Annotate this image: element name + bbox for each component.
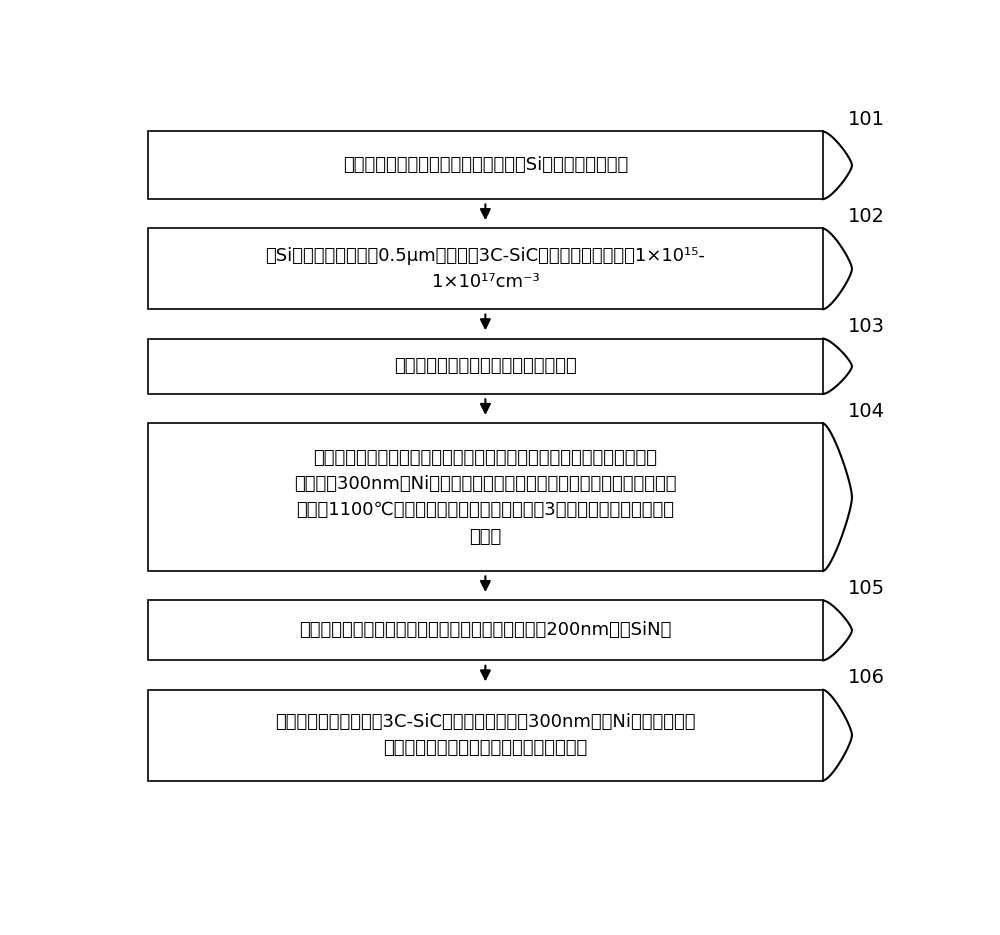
Text: 利用磁控溅射的方法在3C-SiC沟道表面溅射金属300nm金属Ni作为肖特基接
触栅电极，然后在氯气气氛中快速退火处理: 利用磁控溅射的方法在3C-SiC沟道表面溅射金属300nm金属Ni作为肖特基接 … — [275, 712, 696, 757]
Bar — [148, 690, 822, 781]
Text: 105: 105 — [848, 579, 885, 598]
Bar — [148, 228, 822, 309]
Text: 101: 101 — [848, 110, 885, 129]
Text: 在Si衬底上生长厚度为0.5μm轻掺杂的3C-SiC外延层，掺杂浓度为1×10¹⁵-
1×10¹⁷cm⁻³: 在Si衬底上生长厚度为0.5μm轻掺杂的3C-SiC外延层，掺杂浓度为1×10¹… — [265, 247, 705, 291]
Bar — [148, 132, 822, 199]
Text: 102: 102 — [848, 208, 885, 226]
Bar — [148, 600, 822, 660]
Text: 106: 106 — [848, 669, 885, 687]
Text: 104: 104 — [848, 402, 885, 421]
Bar — [148, 338, 822, 394]
Bar — [148, 424, 822, 571]
Text: 依次使用丙酮、无水乙醇和去离子水对Si衬底进行超声清洗: 依次使用丙酮、无水乙醇和去离子水对Si衬底进行超声清洗 — [343, 156, 628, 174]
Text: 对整个碳化硅外延层进行涂胶、显影，在源区和漏区上方形成欧姆接触区
域，淀积300nm的Ni金属，之后通过超声波剥离使其形成源极和漏极金属
层；在1100℃的氯气: 对整个碳化硅外延层进行涂胶、显影，在源区和漏区上方形成欧姆接触区 域，淀积300… — [294, 449, 677, 546]
Text: 103: 103 — [848, 317, 885, 337]
Text: 四次氮离子选择性注入形成漏区和源区: 四次氮离子选择性注入形成漏区和源区 — [394, 357, 577, 375]
Text: 利用等离子体增强化学气相淀积法在外延层上方淀积200nm厚的SiN层: 利用等离子体增强化学气相淀积法在外延层上方淀积200nm厚的SiN层 — [299, 622, 672, 640]
